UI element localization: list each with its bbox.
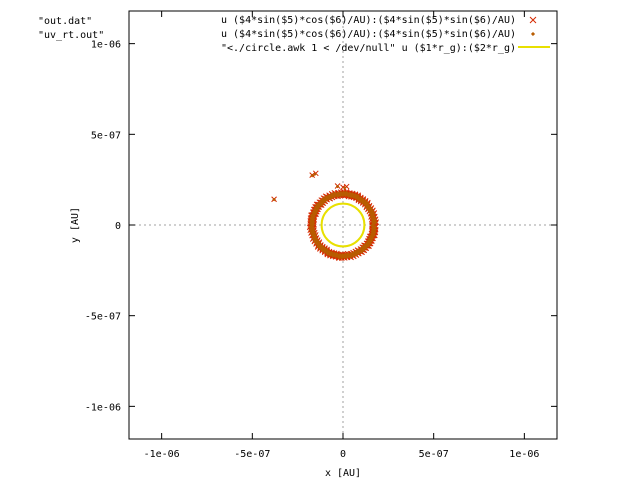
circle-line bbox=[320, 202, 366, 248]
data-point bbox=[272, 197, 276, 202]
legend-label-series-1: u ($4*sin($5)*cos($6)/AU):($4*sin($5)*si… bbox=[221, 15, 516, 26]
data-point bbox=[373, 224, 378, 229]
series-2 bbox=[272, 172, 378, 260]
axis-ticks: -1e-06 -5e-07 0 5e-07 1e-06 -1e-06 -5e-07 0 5e-0… bbox=[85, 11, 557, 460]
legend-label-series-3: "<./circle.awk 1 < /dev/null" u ($1*r_g)… bbox=[221, 43, 516, 54]
data-point bbox=[313, 172, 317, 177]
x-axis-label: x [AU] bbox=[325, 468, 361, 479]
file-label-out-dat: "out.dat" bbox=[38, 16, 92, 27]
file-label-uv-rt-out: "uv_rt.out" bbox=[38, 30, 104, 41]
x-tick-label: -5e-07 bbox=[234, 449, 270, 460]
y-tick-label: 5e-07 bbox=[91, 130, 121, 141]
x-tick-label: 0 bbox=[340, 449, 346, 460]
y-tick-label: -1e-06 bbox=[85, 402, 121, 413]
data-point bbox=[311, 237, 316, 241]
data-marks bbox=[271, 170, 380, 262]
plot-frame bbox=[128, 10, 558, 440]
zero-axes bbox=[129, 11, 557, 439]
y-tick-label: -5e-07 bbox=[85, 312, 121, 323]
y-tick-label: 1e-06 bbox=[91, 40, 121, 51]
legend-key-series-1 bbox=[529, 16, 537, 24]
data-point bbox=[335, 184, 340, 189]
data-point bbox=[310, 173, 315, 178]
legend-label-series-2: u ($4*sin($5)*cos($6)/AU):($4*sin($5)*si… bbox=[221, 29, 516, 40]
data-point bbox=[371, 223, 375, 228]
y-axis-label: y [AU] bbox=[70, 207, 81, 243]
data-point bbox=[310, 233, 315, 238]
data-point bbox=[342, 185, 347, 190]
x-tick-label: 5e-07 bbox=[419, 449, 449, 460]
data-point bbox=[353, 192, 358, 197]
x-tick-label: -1e-06 bbox=[144, 449, 180, 460]
series-3 bbox=[320, 202, 366, 248]
y-tick-label: 0 bbox=[115, 221, 121, 232]
legend-key-series-2 bbox=[530, 31, 536, 37]
x-tick-label: 1e-06 bbox=[509, 449, 539, 460]
data-point bbox=[368, 241, 373, 246]
legend-keys bbox=[518, 16, 550, 48]
